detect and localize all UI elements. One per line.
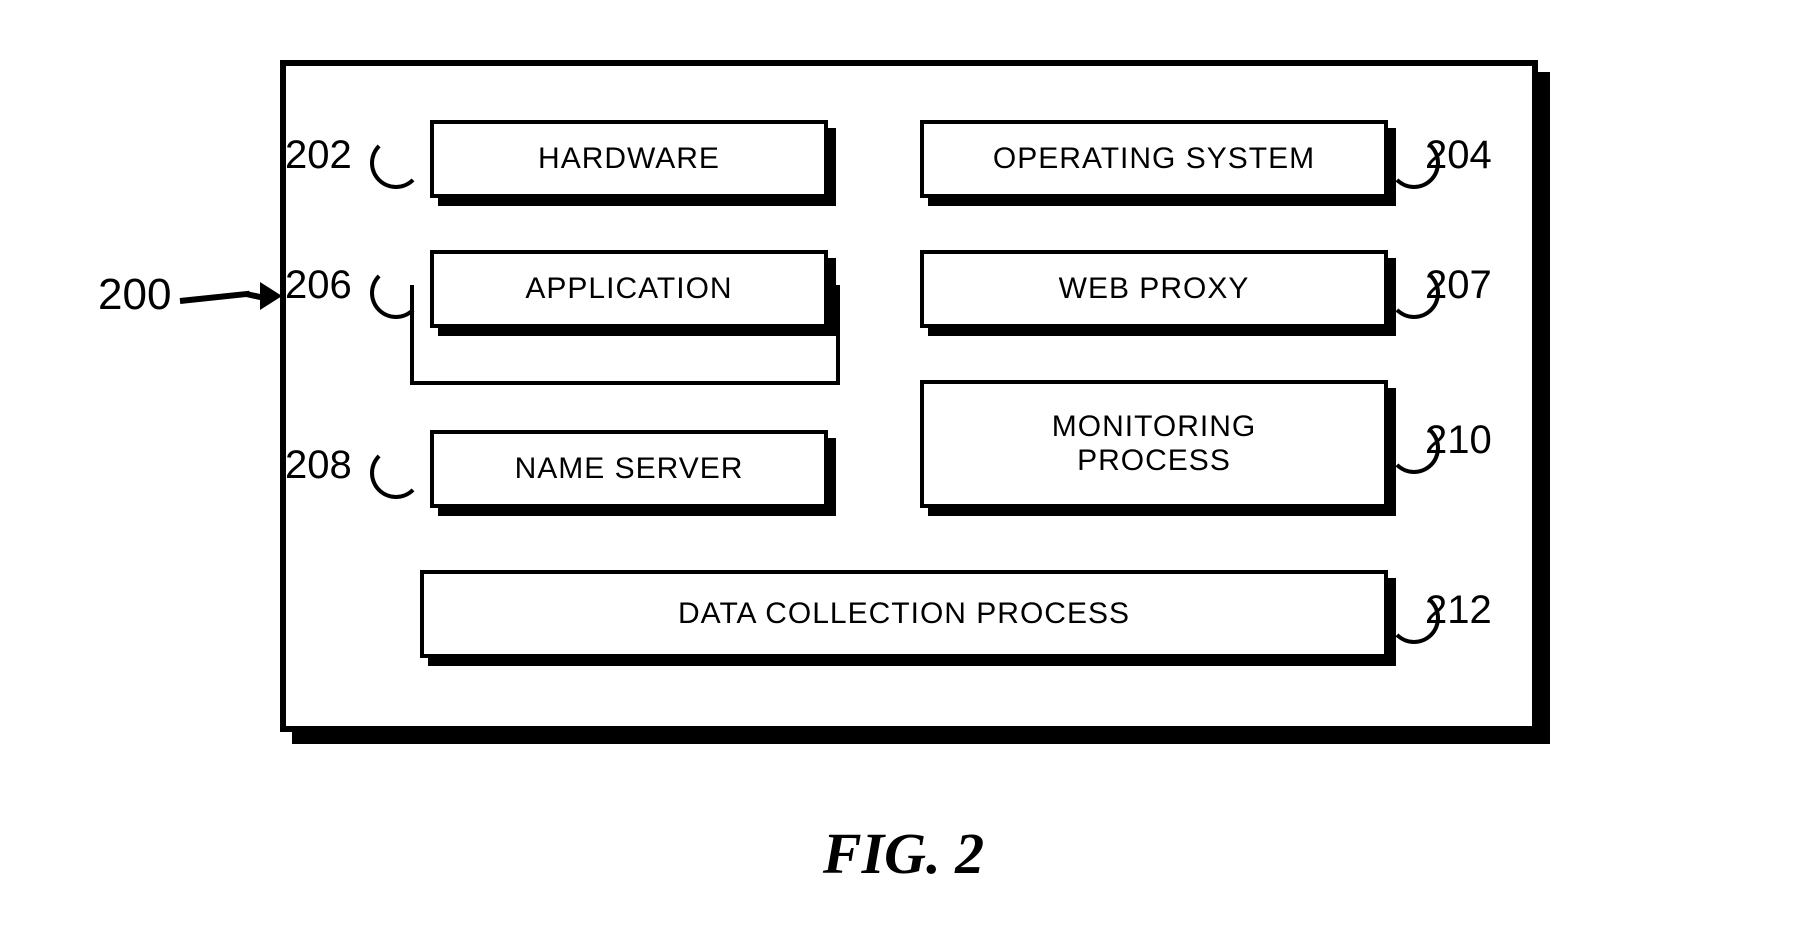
leader-206 [370,267,422,319]
leader-204 [1388,137,1440,189]
figure-caption: FIG. 2 [0,820,1807,887]
leader-202 [370,137,422,189]
block-202: HARDWARE [430,120,828,198]
leader-212 [1388,592,1440,644]
block-207: WEB PROXY [920,250,1388,328]
leader-208 [370,447,422,499]
block-208: NAME SERVER [430,430,828,508]
block-204: OPERATING SYSTEM [920,120,1388,198]
ref-200: 200 [98,270,171,320]
ref-202: 202 [285,133,352,178]
block-210: MONITORING PROCESS [920,380,1388,508]
block-206: APPLICATION [430,250,828,328]
main-arrow-head [260,282,282,310]
ref-208: 208 [285,443,352,488]
block-212: DATA COLLECTION PROCESS [420,570,1388,658]
leader-207 [1388,267,1440,319]
leader-210 [1388,422,1440,474]
ref-206: 206 [285,263,352,308]
figure-stage: HARDWARE202OPERATING SYSTEM204APPLICATIO… [0,0,1807,936]
